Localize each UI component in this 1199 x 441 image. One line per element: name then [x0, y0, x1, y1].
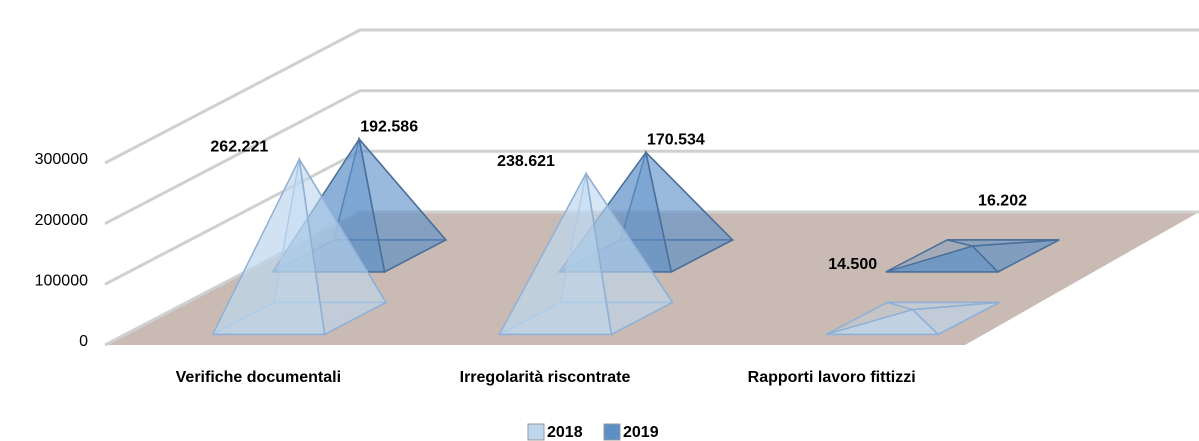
pyramid-side	[911, 301, 1000, 336]
grid-line	[104, 28, 1199, 165]
data-label: 16.202	[978, 192, 1027, 209]
legend-swatch	[603, 423, 621, 441]
data-label: 14.500	[828, 256, 877, 273]
x-tick-label: Verifiche documentali	[176, 369, 341, 386]
y-tick-label: 0	[79, 333, 88, 350]
pyramid-side	[298, 158, 387, 336]
legend-label: 2019	[623, 424, 659, 441]
x-tick-label: Irregolarità riscontrate	[460, 369, 631, 386]
y-tick-label: 100000	[35, 273, 88, 290]
x-tick-label: Rapporti lavoro fittizzi	[748, 369, 916, 386]
pyramid	[557, 150, 735, 274]
data-label: 170.534	[647, 132, 705, 149]
pyramid	[885, 239, 1060, 273]
pyramid	[211, 156, 388, 336]
pyramid-side	[970, 239, 1060, 273]
pyramid-side	[357, 136, 447, 274]
grid-line	[104, 89, 1199, 226]
legend-label: 2018	[547, 424, 583, 441]
y-tick-label: 300000	[35, 151, 88, 168]
pyramid	[271, 136, 448, 274]
data-label: 192.586	[360, 118, 418, 135]
data-label: 262.221	[210, 139, 268, 156]
pyramid-side	[585, 173, 674, 336]
data-label: 238.621	[497, 153, 555, 170]
pyramid	[498, 171, 675, 336]
y-tick-label: 200000	[35, 212, 88, 229]
pyramid	[825, 301, 1000, 336]
pyramid-side	[644, 150, 734, 274]
legend-swatch	[527, 423, 545, 441]
